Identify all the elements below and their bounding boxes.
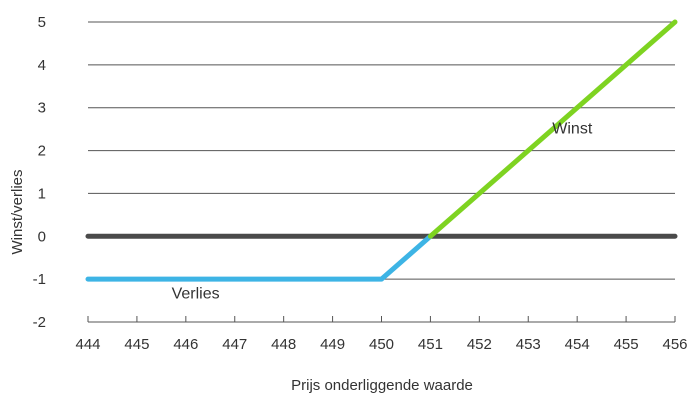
annotation-label: Winst — [552, 120, 593, 137]
x-tick-label: 450 — [369, 336, 394, 353]
x-tick-label: 454 — [565, 336, 590, 353]
y-tick-label: 3 — [38, 100, 46, 117]
y-tick-label: -2 — [33, 314, 46, 331]
y-tick-label: 4 — [38, 57, 46, 74]
y-tick-label: -1 — [33, 271, 46, 288]
annotations: Winst Verlies — [172, 120, 593, 302]
x-tick-label: 445 — [124, 336, 149, 353]
x-tick-label: 449 — [320, 336, 345, 353]
x-tick-label: 446 — [173, 336, 198, 353]
x-tick-label: 453 — [516, 336, 541, 353]
annotation-label: Verlies — [172, 285, 220, 302]
series-line — [85, 233, 433, 282]
x-tick-label: 447 — [222, 336, 247, 353]
y-tick-label: 2 — [38, 143, 46, 160]
x-tick-label: 444 — [75, 336, 100, 353]
x-tick-label: 452 — [467, 336, 492, 353]
y-axis: -2 -1 0 1 2 3 4 5 — [33, 14, 46, 331]
x-tick-label: 455 — [614, 336, 639, 353]
x-axis: 444 445 446 447 448 449 450 451 452 453 454 455 456 — [75, 316, 688, 353]
x-axis-title: Prijs onderliggende waarde — [291, 377, 473, 394]
y-tick-label: 1 — [38, 185, 46, 202]
x-tick-label: 448 — [271, 336, 296, 353]
y-tick-label: 5 — [38, 14, 46, 31]
series-line — [427, 19, 678, 239]
x-tick-label: 451 — [418, 336, 443, 353]
y-tick-label: 0 — [38, 228, 46, 245]
y-axis-title: Winst/verlies — [9, 169, 26, 254]
series-group — [85, 19, 678, 282]
x-tick-label: 456 — [662, 336, 687, 353]
